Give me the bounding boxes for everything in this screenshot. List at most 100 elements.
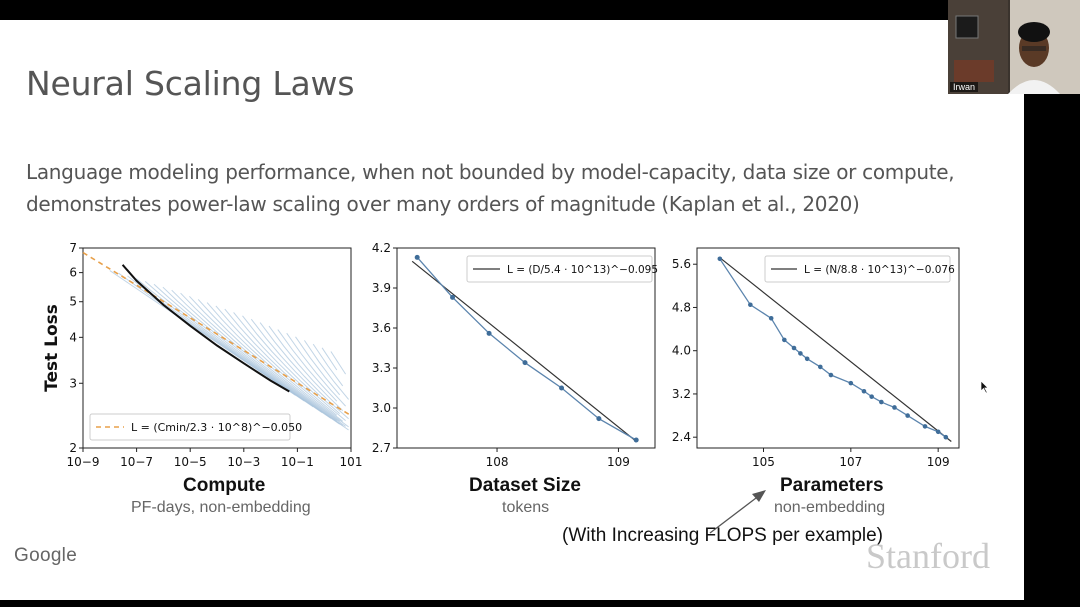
- training-curve: [295, 336, 341, 396]
- x-tick-label: 105: [752, 455, 775, 469]
- data-point: [943, 434, 949, 440]
- window-top-bar: [0, 0, 1080, 20]
- data-point: [748, 302, 753, 308]
- annotation-arrow-head: [752, 490, 766, 502]
- parameters-points: [717, 256, 949, 440]
- training-curve: [242, 315, 346, 421]
- dataset-legend-text: L = (D/5.4 · 10^13)^−0.095: [507, 264, 658, 276]
- y-tick-label: 5: [69, 295, 77, 309]
- compute-legend-box: [89, 413, 291, 441]
- dataset-chart: 108 109 2.7 3.0 3.3 3.6 3.9 4.2 L = (D/5.4 · 1…: [372, 241, 658, 469]
- dataset-xsublabel: tokens: [502, 499, 550, 516]
- training-curve: [233, 312, 338, 416]
- parameters-fit-line: [719, 257, 952, 442]
- flops-annotation: (With Increasing FLOPS per example): [562, 525, 884, 546]
- parameters-xlabel: Parameters: [780, 475, 884, 496]
- stanford-logo: Stanford: [866, 536, 990, 576]
- y-tick-label: 4.8: [672, 300, 691, 314]
- speaker-video-tile[interactable]: Irwan: [948, 0, 1080, 94]
- data-point: [782, 337, 787, 343]
- y-tick-label: 3: [69, 376, 77, 390]
- data-point: [559, 385, 565, 391]
- data-point: [892, 405, 897, 410]
- y-tick-label: 3.9: [372, 281, 391, 295]
- y-tick-label: 3.6: [372, 321, 391, 335]
- y-tick-label: 6: [69, 266, 77, 280]
- compute-background-curves: [109, 270, 349, 431]
- dataset-x-ticks: 108 109: [486, 448, 630, 469]
- data-point: [717, 256, 723, 262]
- y-tick-label: 4.2: [372, 241, 391, 255]
- compute-xsublabel: PF-days, non-embedding: [131, 499, 311, 516]
- speaker-video-feed: [948, 0, 1080, 94]
- training-curve: [277, 329, 338, 402]
- x-tick-label: 10−7: [120, 455, 153, 469]
- data-point: [922, 424, 928, 429]
- slide-subtitle-line1: Language modeling performance, when not …: [26, 160, 955, 184]
- x-tick-label: 101: [340, 455, 363, 469]
- compute-chart: 10−9 10−7 10−5 10−3 10−1 101 2 3 4 5 6 7 Test Loss…: [42, 241, 362, 469]
- data-point: [791, 345, 797, 351]
- dataset-legend-box: [466, 255, 653, 283]
- google-logo: Google: [14, 545, 78, 566]
- data-point: [522, 360, 528, 366]
- parameters-chart: 105 107 109 2.4 3.2 4.0 4.8 5.6 L = (N/8.8 · 1…: [672, 247, 960, 469]
- y-tick-label: 3.2: [672, 387, 691, 401]
- y-tick-label: 2.4: [672, 430, 691, 444]
- training-curve: [197, 299, 346, 427]
- y-tick-label: 2: [69, 441, 77, 455]
- mouse-cursor-icon: [980, 380, 989, 394]
- data-point: [798, 351, 803, 356]
- data-point: [828, 372, 834, 378]
- x-tick-label: 10−9: [67, 455, 100, 469]
- dataset-fit-line: [411, 260, 637, 442]
- parameters-x-ticks: 105 107 109: [752, 448, 950, 469]
- x-tick-label: 107: [839, 455, 862, 469]
- compute-legend-text: L = (Cmin/2.3 · 10^8)^−0.050: [131, 421, 302, 434]
- participant-name: Irwan: [950, 82, 979, 92]
- x-tick-label: 109: [927, 455, 950, 469]
- training-curve: [224, 308, 344, 422]
- data-point: [818, 364, 823, 370]
- compute-x-ticks: 10−9 10−7 10−5 10−3 10−1 101: [67, 448, 363, 469]
- data-point: [905, 413, 910, 418]
- data-point: [869, 394, 874, 399]
- parameters-y-ticks: 2.4 3.2 4.0 4.8 5.6: [672, 257, 697, 444]
- x-tick-label: 10−3: [227, 455, 260, 469]
- training-curve: [180, 292, 343, 426]
- training-curve: [259, 322, 349, 420]
- y-tick-label: 4: [69, 330, 77, 344]
- y-tick-label: 3.0: [372, 401, 391, 415]
- compute-y-ticks: 2 3 4 5 6 7: [69, 241, 83, 455]
- compute-fit-line: [82, 251, 352, 417]
- dataset-points: [414, 254, 639, 443]
- data-point: [450, 294, 456, 300]
- training-curve: [206, 302, 340, 422]
- data-point: [596, 416, 602, 422]
- dataset-y-ticks: 2.7 3.0 3.3 3.6 3.9 4.2: [372, 241, 397, 455]
- parameters-legend-box: [764, 255, 951, 283]
- training-curve: [303, 340, 349, 400]
- data-point: [804, 356, 810, 362]
- data-point: [861, 388, 867, 394]
- training-curve: [312, 343, 344, 387]
- x-tick-label: 108: [486, 455, 509, 469]
- y-tick-label: 5.6: [672, 257, 691, 271]
- y-tick-label: 2.7: [372, 441, 391, 455]
- parameters-xsublabel: non-embedding: [774, 499, 886, 516]
- compute-ylabel: Test Loss: [42, 304, 62, 392]
- training-curve: [321, 347, 338, 371]
- parameters-legend-text: L = (N/8.8 · 10^13)^−0.076: [804, 264, 955, 276]
- compute-xlabel: Compute: [183, 475, 266, 496]
- data-point: [633, 437, 639, 443]
- dataset-xlabel: Dataset Size: [469, 475, 581, 496]
- compute-frontier-line: [121, 264, 290, 393]
- x-tick-label: 10−5: [174, 455, 207, 469]
- training-curve: [330, 351, 347, 375]
- data-point: [486, 330, 492, 336]
- training-curve: [215, 305, 349, 428]
- parameters-data-line: [719, 258, 947, 438]
- data-point: [414, 254, 420, 260]
- y-tick-label: 4.0: [672, 344, 691, 358]
